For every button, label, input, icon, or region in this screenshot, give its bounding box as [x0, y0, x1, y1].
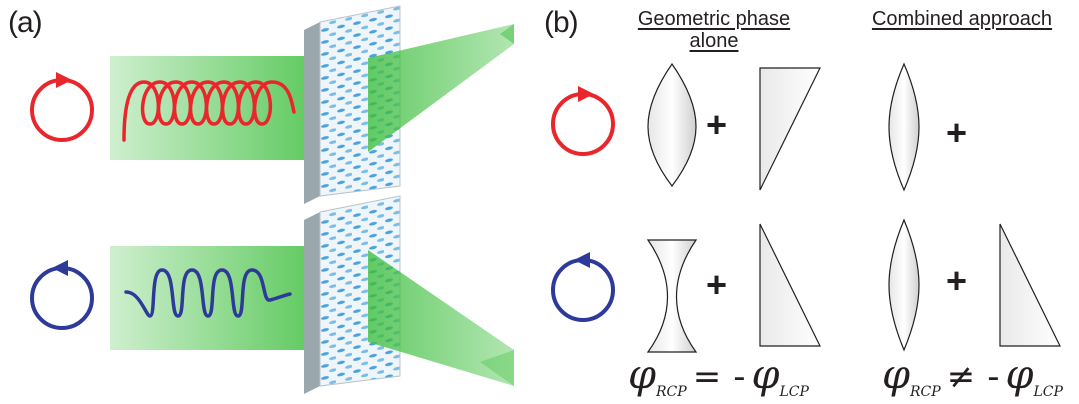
eq-right-phi-rcp: φ [882, 352, 911, 398]
plus-geometric-lcp: + [706, 264, 728, 305]
eq-left-sub-lcp: LCP [779, 384, 809, 400]
lcp-polarization-arrow-icon [52, 260, 68, 276]
combined-rcp-prism [1000, 68, 1060, 190]
lcp-helix [124, 268, 292, 318]
panel-b-label: (b) [544, 6, 579, 39]
rcp-polarization-arrow-icon [56, 72, 72, 88]
eq-left-sub-rcp: RCP [656, 384, 687, 400]
geometric-lcp-concave-lens [646, 239, 698, 353]
combined-lcp-prism [999, 223, 1061, 347]
panel-b-rcp-circle [551, 92, 615, 156]
header-geometric-line1: Geometric phase [637, 8, 791, 30]
eq-left-phi-rcp: φ [628, 352, 657, 398]
eq-left-neg: - [733, 357, 746, 397]
panel-a-label: (a) [8, 6, 43, 39]
header-geometric-phase: Geometric phase alone [630, 8, 798, 52]
combined-lcp-convex-lens [888, 218, 920, 352]
eq-right-sub-rcp: RCP [910, 384, 941, 400]
rcp-beam-group [30, 5, 514, 204]
panel-b-rcp-arrow-icon [578, 86, 594, 102]
eq-left-phi-lcp: φ [751, 352, 780, 398]
geometric-rcp-prism [759, 67, 821, 191]
geometric-lcp-prism [759, 223, 821, 347]
plus-geometric-rcp: + [706, 104, 728, 145]
lcp-diverging-cone [368, 250, 514, 386]
lcp-polarization-circle [30, 266, 94, 330]
rcp-metasurface-side [304, 22, 320, 204]
rcp-incident-beam [110, 56, 320, 160]
rcp-cone-tip [500, 24, 514, 44]
rcp-helix [122, 80, 296, 142]
lcp-cone-tip [480, 350, 514, 386]
header-combined-approach: Combined approach [871, 8, 1053, 30]
panel-b-lcp-circle [551, 258, 615, 322]
eq-right-phi-lcp: φ [1005, 352, 1034, 398]
plus-combined-rcp: + [946, 112, 968, 153]
rcp-focused-cone [368, 24, 514, 152]
geometric-rcp-convex-lens [647, 62, 697, 187]
panel-b-lcp-arrow-icon [574, 252, 590, 268]
rcp-metasurface-face [319, 5, 401, 197]
eq-right-relation: ≠ [946, 357, 976, 397]
eq-right-sub-lcp: LCP [1033, 384, 1063, 400]
eq-right-neg: - [987, 357, 1000, 397]
eq-left-relation: = [692, 357, 722, 397]
equation-combined: φRCP ≠ - φLCP [882, 352, 1063, 400]
lcp-incident-beam [110, 246, 320, 350]
rcp-polarization-circle [30, 78, 94, 142]
lcp-beam-group [30, 195, 514, 394]
combined-rcp-convex-lens [888, 62, 920, 192]
equation-geometric: φRCP = - φLCP [628, 352, 809, 400]
plus-combined-lcp: + [946, 260, 968, 301]
header-geometric-line2: alone [689, 30, 739, 52]
lcp-metasurface-side [304, 212, 320, 394]
